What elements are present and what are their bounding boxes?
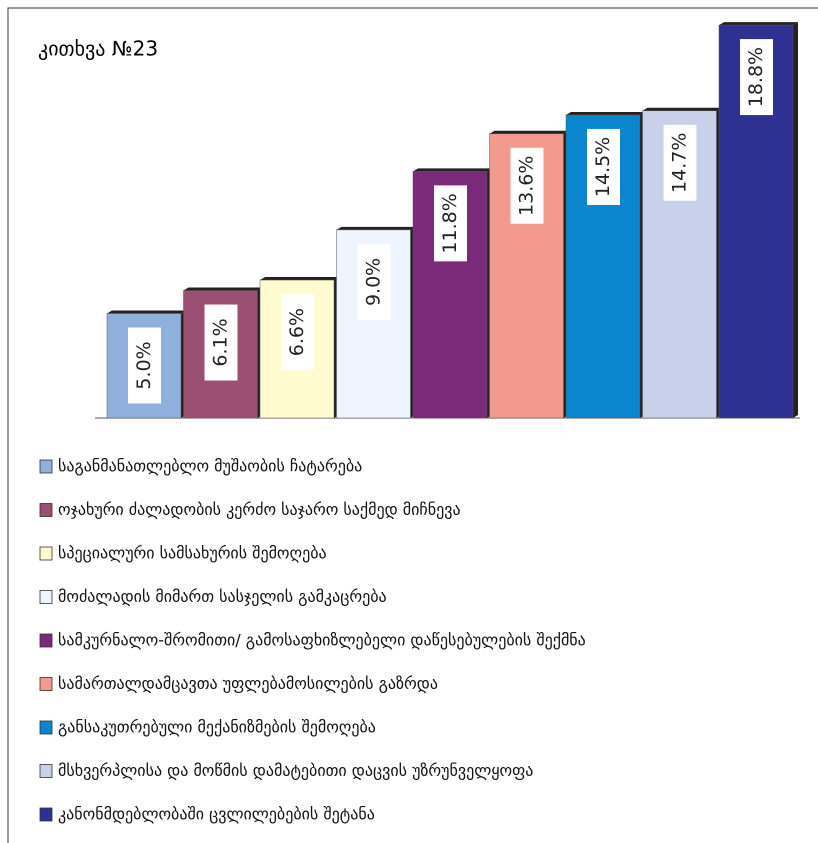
value-label-box bbox=[510, 147, 544, 224]
legend-swatch bbox=[39, 633, 53, 648]
legend-label: მსხვერპლისა და მოწმის დამატებითი დაცვის … bbox=[58, 761, 533, 780]
legend-swatch bbox=[39, 503, 53, 517]
legend-swatch bbox=[39, 590, 53, 604]
legend-swatch bbox=[39, 764, 53, 778]
value-label-box bbox=[128, 327, 161, 404]
legend-swatch bbox=[39, 677, 53, 691]
legend-label: სამკურნალო-შრომითი/ გამოსაფხიზლებელი დაწ… bbox=[58, 631, 586, 650]
value-label-box bbox=[357, 243, 391, 320]
bar-side bbox=[793, 22, 798, 419]
legend-label: სამართალდამცავთა უფლებამოსილების გაზრდა bbox=[58, 674, 438, 693]
value-label: 14.7% bbox=[669, 133, 691, 193]
value-label-box bbox=[204, 304, 238, 381]
value-label-box bbox=[663, 124, 697, 201]
legend-label: საგანმანათლებლო მუშაობის ჩატარება bbox=[58, 457, 362, 476]
value-label: 9.0% bbox=[363, 258, 385, 306]
legend-label: სპეციალური სამსახურის შემოღება bbox=[58, 544, 327, 563]
legend-swatch bbox=[39, 459, 53, 474]
legend-label: ოჯახური ძალადობის კერძო საჯარო საქმედ მი… bbox=[58, 500, 461, 519]
value-label: 11.8% bbox=[439, 193, 461, 253]
legend-label: კანონმდებლობაში ცვლილებების შეტანა bbox=[58, 805, 375, 824]
value-label-box bbox=[740, 39, 773, 116]
bar-top bbox=[566, 111, 645, 115]
legend-swatch bbox=[39, 807, 53, 822]
bar-top bbox=[719, 22, 798, 26]
legend-label: მოძალადის მიმართ სასჯელის გამკაცრება bbox=[58, 587, 387, 606]
bar-top bbox=[489, 130, 569, 134]
value-label: 13.6% bbox=[516, 156, 538, 216]
value-label: 14.5% bbox=[592, 137, 614, 197]
bar-top bbox=[642, 107, 722, 111]
value-label-box bbox=[281, 294, 314, 371]
bar-top bbox=[107, 310, 186, 314]
chart-title: კითხვა №23 bbox=[38, 37, 158, 61]
value-label: 18.8% bbox=[745, 47, 767, 107]
bar-top bbox=[413, 168, 492, 172]
bar bbox=[642, 110, 717, 419]
bar-top bbox=[260, 277, 339, 281]
value-label: 6.1% bbox=[210, 318, 232, 366]
legend-swatch bbox=[39, 546, 53, 561]
legend-label: განსაკუთრებული მექანიზმების შემოღება bbox=[58, 718, 376, 737]
frame bbox=[7, 7, 818, 843]
legend-swatch bbox=[39, 720, 53, 735]
bar-top bbox=[183, 287, 263, 291]
value-label-box bbox=[434, 185, 467, 262]
value-label-box bbox=[587, 128, 620, 205]
value-label: 5.0% bbox=[133, 341, 155, 389]
bar-top bbox=[336, 226, 416, 230]
value-label: 6.6% bbox=[286, 308, 308, 356]
